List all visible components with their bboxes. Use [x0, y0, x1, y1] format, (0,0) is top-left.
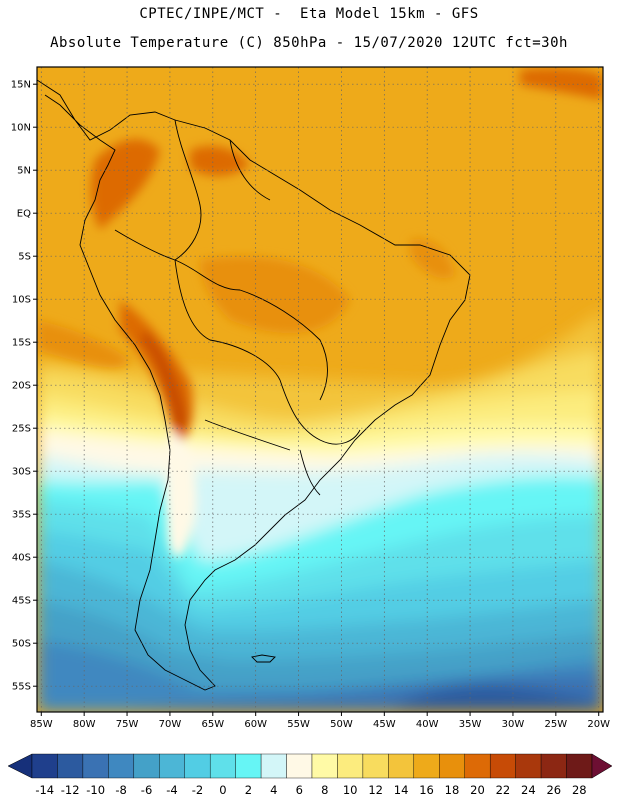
lat-tick-label: 5N: [17, 166, 31, 177]
colorbar-label: 4: [270, 783, 277, 797]
falkland-islands: [251, 654, 276, 663]
colorbar-label: 16: [419, 783, 434, 797]
lon-tick-label: 80W: [73, 719, 96, 730]
lat-tick-label: 10N: [11, 123, 31, 134]
colorbar-label: 8: [321, 783, 328, 797]
colorbar-label: 22: [496, 783, 511, 797]
temperature-field: [37, 67, 603, 712]
colorbar-label: -2: [192, 783, 203, 797]
colorbar-swatch: [489, 753, 516, 779]
colorbar-swatch: [337, 753, 364, 779]
colorbar-label: 6: [296, 783, 303, 797]
colorbar-label: 2: [245, 783, 252, 797]
colorbar-label: 20: [470, 783, 485, 797]
colorbar-label: 0: [219, 783, 226, 797]
coastline: [37, 79, 471, 691]
colorbar-swatch: [82, 753, 109, 779]
colorbar-swatch: [209, 753, 236, 779]
colorbar-under-arrow: [7, 753, 33, 779]
colorbar-swatch: [133, 753, 160, 779]
title-line-2: Absolute Temperature (C) 850hPa - 15/07/…: [50, 35, 568, 51]
colorbar-swatch: [413, 753, 440, 779]
lat-tick-label: 55S: [12, 682, 31, 693]
colorbar-swatch: [311, 753, 338, 779]
colorbar-swatch: [515, 753, 542, 779]
colorbar-swatch: [108, 753, 135, 779]
colorbar-over-arrow: [591, 753, 613, 779]
colorbar-label: -12: [61, 783, 80, 797]
title-line-1: CPTEC/INPE/MCT - Eta Model 15km - GFS: [139, 6, 479, 22]
colorbar-label: -14: [35, 783, 54, 797]
colorbar-label: -10: [86, 783, 105, 797]
colorbar-swatch: [464, 753, 491, 779]
lat-tick-label: 15S: [12, 338, 31, 349]
colorbar-label: 28: [572, 783, 587, 797]
colorbar-swatch: [540, 753, 567, 779]
lon-tick-label: 75W: [116, 719, 139, 730]
lon-tick-label: 55W: [287, 719, 310, 730]
colorbar: -14 -12 -10 -8 -6 -4 -2 0 2 4 6 8 10 12 14 16 18 20 22 24 26…: [7, 753, 613, 797]
lat-tick-label: 45S: [12, 596, 31, 607]
lon-tick-label: 20W: [587, 719, 610, 730]
colorbar-swatch: [439, 753, 465, 779]
lon-tick-label: 50W: [330, 719, 353, 730]
lat-tick-label: 10S: [12, 295, 31, 306]
lat-tick-label: 40S: [12, 553, 31, 564]
longitude-labels: 85W 80W 75W 70W 65W 60W 55W 50W 45W 40W 35W 30W 25W 2…: [30, 712, 610, 730]
lat-tick-label: 50S: [12, 639, 31, 650]
colorbar-swatch: [388, 753, 415, 779]
colorbar-swatch: [159, 753, 185, 779]
colorbar-swatch: [184, 753, 211, 779]
lon-tick-label: 85W: [30, 719, 53, 730]
lon-tick-label: 65W: [201, 719, 224, 730]
colorbar-label: 24: [521, 783, 536, 797]
colorbar-swatch: [235, 753, 262, 779]
colorbar-label: -8: [115, 783, 126, 797]
colorbar-label: 12: [368, 783, 383, 797]
lat-tick-label: 20S: [12, 381, 31, 392]
lat-tick-label: 30S: [12, 467, 31, 478]
lat-tick-label: 35S: [12, 510, 31, 521]
colorbar-swatch: [362, 753, 389, 779]
lon-tick-label: 45W: [373, 719, 396, 730]
lat-tick-label: EQ: [17, 209, 31, 220]
lon-tick-label: 60W: [244, 719, 267, 730]
colorbar-label: 10: [343, 783, 358, 797]
colorbar-swatch: [566, 753, 593, 779]
lon-tick-label: 40W: [416, 719, 439, 730]
lat-tick-label: 5S: [18, 252, 31, 263]
latitude-labels: 15N 10N 5N EQ 5S 10S 15S 20S 25S 30S 35S 40S 45S 50S 5…: [11, 80, 37, 693]
colorbar-swatch: [57, 753, 84, 779]
lat-tick-label: 25S: [12, 424, 31, 435]
colorbar-label: 14: [394, 783, 409, 797]
lon-tick-label: 30W: [502, 719, 525, 730]
colorbar-swatch: [260, 753, 287, 779]
colorbar-label: 26: [546, 783, 561, 797]
colorbar-swatch: [286, 753, 313, 779]
lon-tick-label: 35W: [459, 719, 482, 730]
map-frame: [36, 66, 604, 713]
lon-tick-label: 70W: [159, 719, 182, 730]
lon-tick-label: 25W: [545, 719, 568, 730]
colorbar-swatch: [31, 753, 58, 779]
colorbar-label: 18: [445, 783, 460, 797]
colorbar-label: -6: [141, 783, 152, 797]
colorbar-label: -4: [166, 783, 177, 797]
lat-tick-label: 15N: [11, 80, 31, 91]
